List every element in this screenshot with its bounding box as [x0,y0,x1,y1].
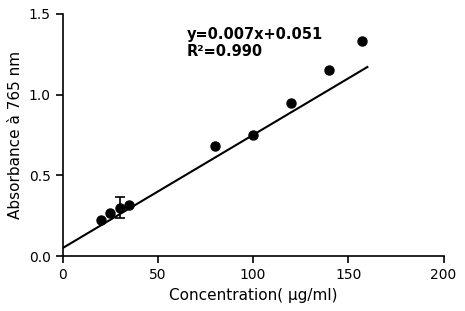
Text: y=0.007x+0.051
R²=0.990: y=0.007x+0.051 R²=0.990 [186,27,323,59]
Y-axis label: Absorbance à 765 nm: Absorbance à 765 nm [8,51,23,219]
X-axis label: Concentration( μg/ml): Concentration( μg/ml) [169,288,338,303]
